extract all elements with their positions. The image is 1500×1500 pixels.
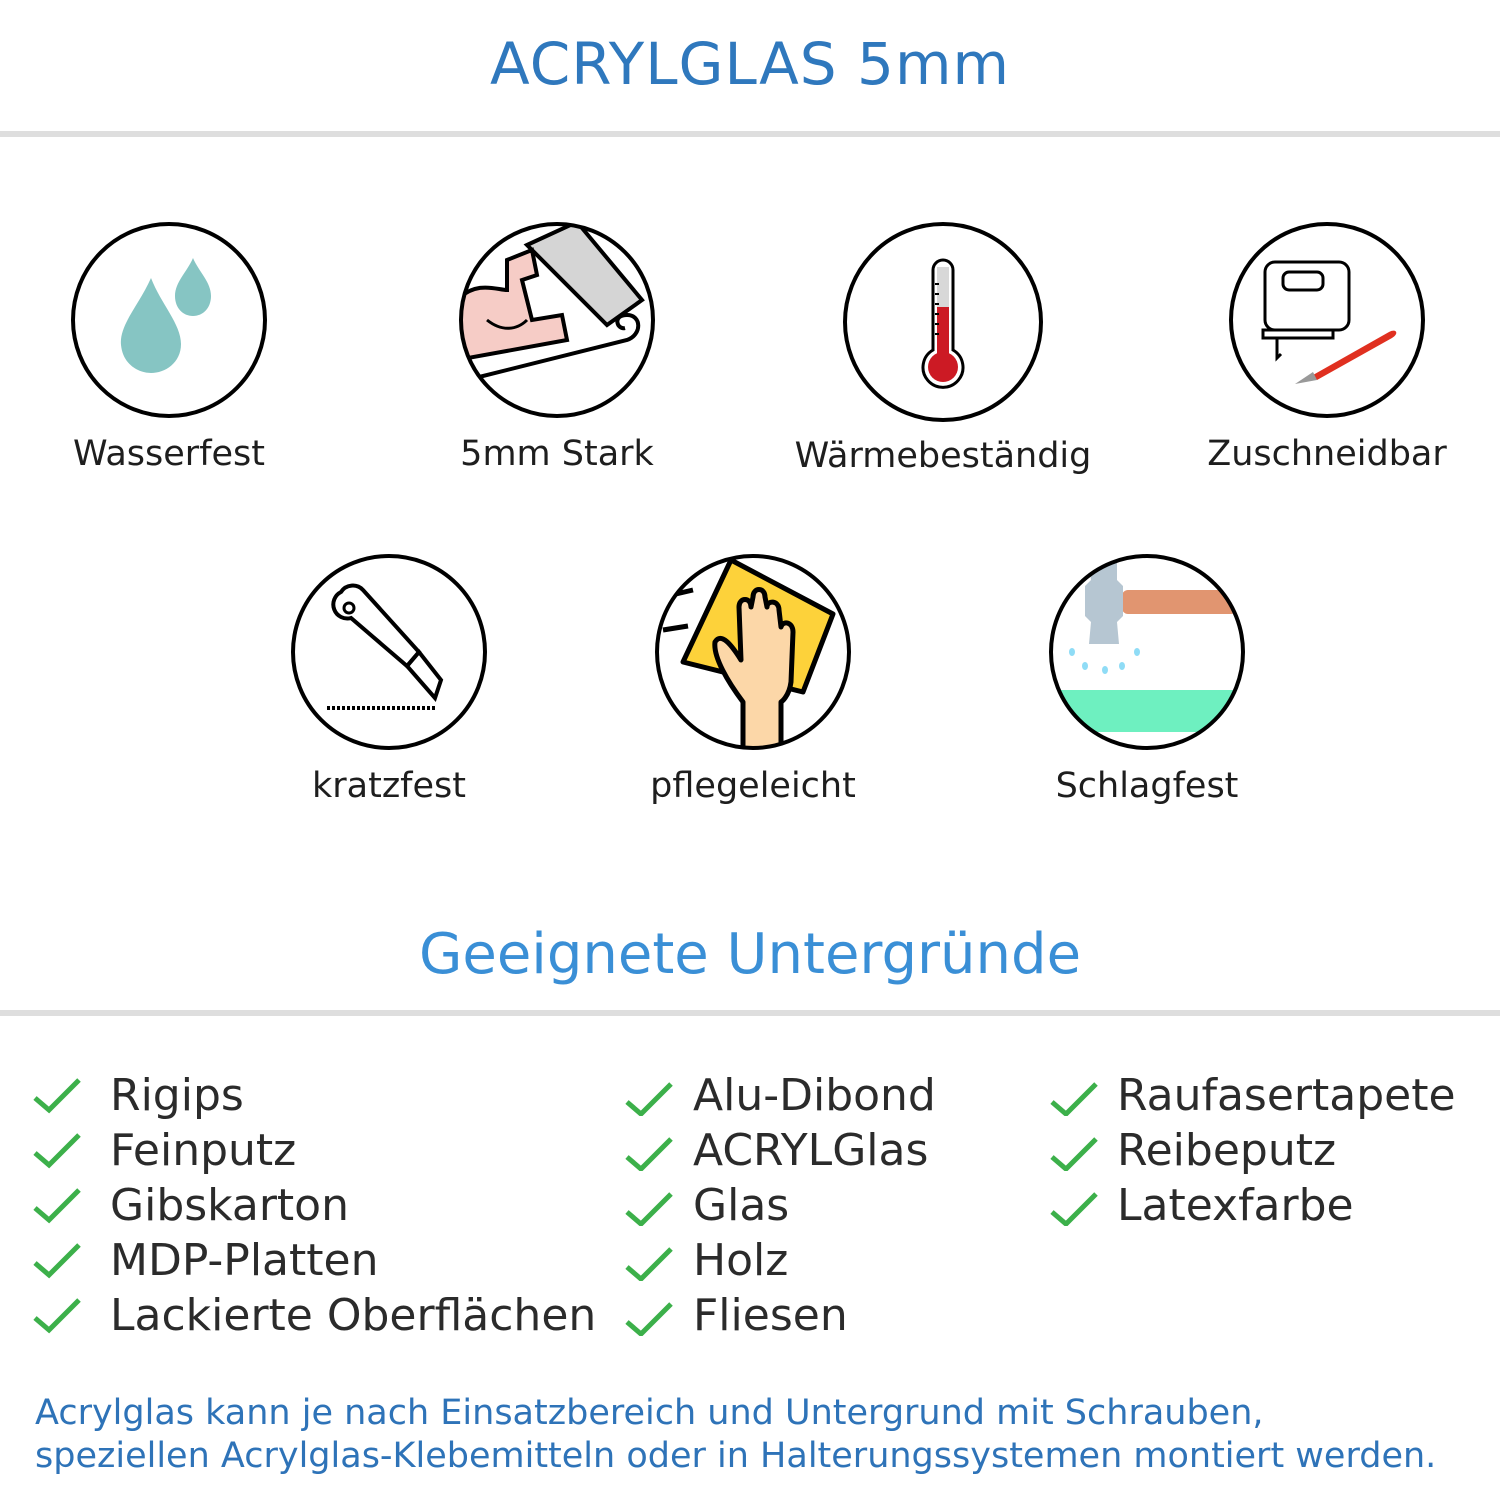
surface-label: Holz	[693, 1235, 789, 1286]
checkmark-icon	[1050, 1136, 1098, 1171]
feature-label: Wärmebeständig	[794, 436, 1092, 476]
hammer-icon	[1049, 554, 1245, 750]
mounting-note-line-1: Acrylglas kann je nach Einsatzbereich un…	[35, 1393, 1264, 1433]
list-item: Gibskarton	[33, 1178, 596, 1233]
strong-arm-icon	[459, 222, 655, 418]
checkmark-icon	[33, 1187, 81, 1223]
list-item: Feinputz	[33, 1123, 596, 1178]
surface-label: MDP-Platten	[110, 1235, 379, 1286]
checkmark-icon	[625, 1301, 673, 1336]
surface-label: Fliesen	[693, 1290, 848, 1341]
feature-label: Wasserfest	[72, 434, 266, 474]
checkmark-icon	[33, 1297, 81, 1333]
feature-label: pflegeleicht	[650, 766, 856, 806]
list-item: Rigips	[33, 1068, 596, 1123]
divider	[0, 1010, 1500, 1016]
surface-label: Raufasertapete	[1117, 1070, 1456, 1121]
surface-label: Gibskarton	[110, 1180, 349, 1231]
page-title: ACRYLGLAS 5mm	[490, 30, 1010, 98]
list-item: Reibeputz	[1050, 1123, 1456, 1178]
surface-label: Latexfarbe	[1117, 1180, 1354, 1231]
divider	[0, 131, 1500, 137]
thermometer-icon	[843, 222, 1043, 422]
mounting-note: Acrylglas kann je nach Einsatzbereich un…	[35, 1392, 1436, 1478]
feature-cuttable: Zuschneidbar	[1177, 220, 1477, 474]
surfaces-column-3: Raufasertapete Reibeputz Latexfarbe	[1050, 1068, 1456, 1233]
jigsaw-cutter-icon	[1229, 222, 1425, 418]
checkmark-icon	[625, 1081, 673, 1116]
checkmark-icon	[33, 1077, 81, 1113]
surface-label: Lackierte Oberflächen	[110, 1290, 597, 1341]
feature-label: Zuschneidbar	[1207, 434, 1447, 474]
feature-impact-resistant: Schlagfest	[997, 552, 1297, 806]
list-item: Latexfarbe	[1050, 1178, 1456, 1233]
surface-label: Rigips	[110, 1070, 244, 1121]
list-item: ACRYLGlas	[625, 1123, 936, 1178]
surface-label: Glas	[693, 1180, 790, 1231]
checkmark-icon	[33, 1242, 81, 1278]
list-item: Lackierte Oberflächen	[33, 1288, 596, 1343]
feature-easy-care: pflegeleicht	[603, 552, 903, 806]
surface-label: Feinputz	[110, 1125, 297, 1176]
surface-label: ACRYLGlas	[693, 1125, 929, 1176]
surface-label: Alu-Dibond	[693, 1070, 936, 1121]
surfaces-column-1: Rigips Feinputz Gibskarton MDP-Platten L…	[33, 1068, 596, 1343]
feature-waterproof: Wasserfest	[19, 220, 319, 474]
list-item: Holz	[625, 1233, 936, 1288]
feature-label: kratzfest	[311, 766, 466, 806]
checkmark-icon	[33, 1132, 81, 1168]
feature-label: 5mm Stark	[460, 434, 654, 474]
surfaces-heading: Geeignete Untergründe	[418, 922, 1082, 987]
feature-scratch-resistant: kratzfest	[239, 552, 539, 806]
checkmark-icon	[625, 1246, 673, 1281]
feature-thickness: 5mm Stark	[407, 220, 707, 474]
checkmark-icon	[625, 1191, 673, 1226]
mounting-note-line-2: speziellen Acrylglas-Klebemitteln oder i…	[35, 1436, 1437, 1476]
checkmark-icon	[625, 1136, 673, 1171]
water-drops-icon	[71, 222, 267, 418]
list-item: Fliesen	[625, 1288, 936, 1343]
hand-sponge-icon	[655, 554, 851, 750]
surfaces-column-2: Alu-Dibond ACRYLGlas Glas Holz Fliesen	[625, 1068, 936, 1343]
surface-label: Reibeputz	[1117, 1125, 1337, 1176]
list-item: Raufasertapete	[1050, 1068, 1456, 1123]
checkmark-icon	[1050, 1081, 1098, 1116]
list-item: Alu-Dibond	[625, 1068, 936, 1123]
list-item: MDP-Platten	[33, 1233, 596, 1288]
feature-heat-resistant: Wärmebeständig	[793, 222, 1093, 476]
cutter-knife-icon	[291, 554, 487, 750]
checkmark-icon	[1050, 1191, 1098, 1226]
feature-label: Schlagfest	[1055, 766, 1239, 806]
list-item: Glas	[625, 1178, 936, 1233]
